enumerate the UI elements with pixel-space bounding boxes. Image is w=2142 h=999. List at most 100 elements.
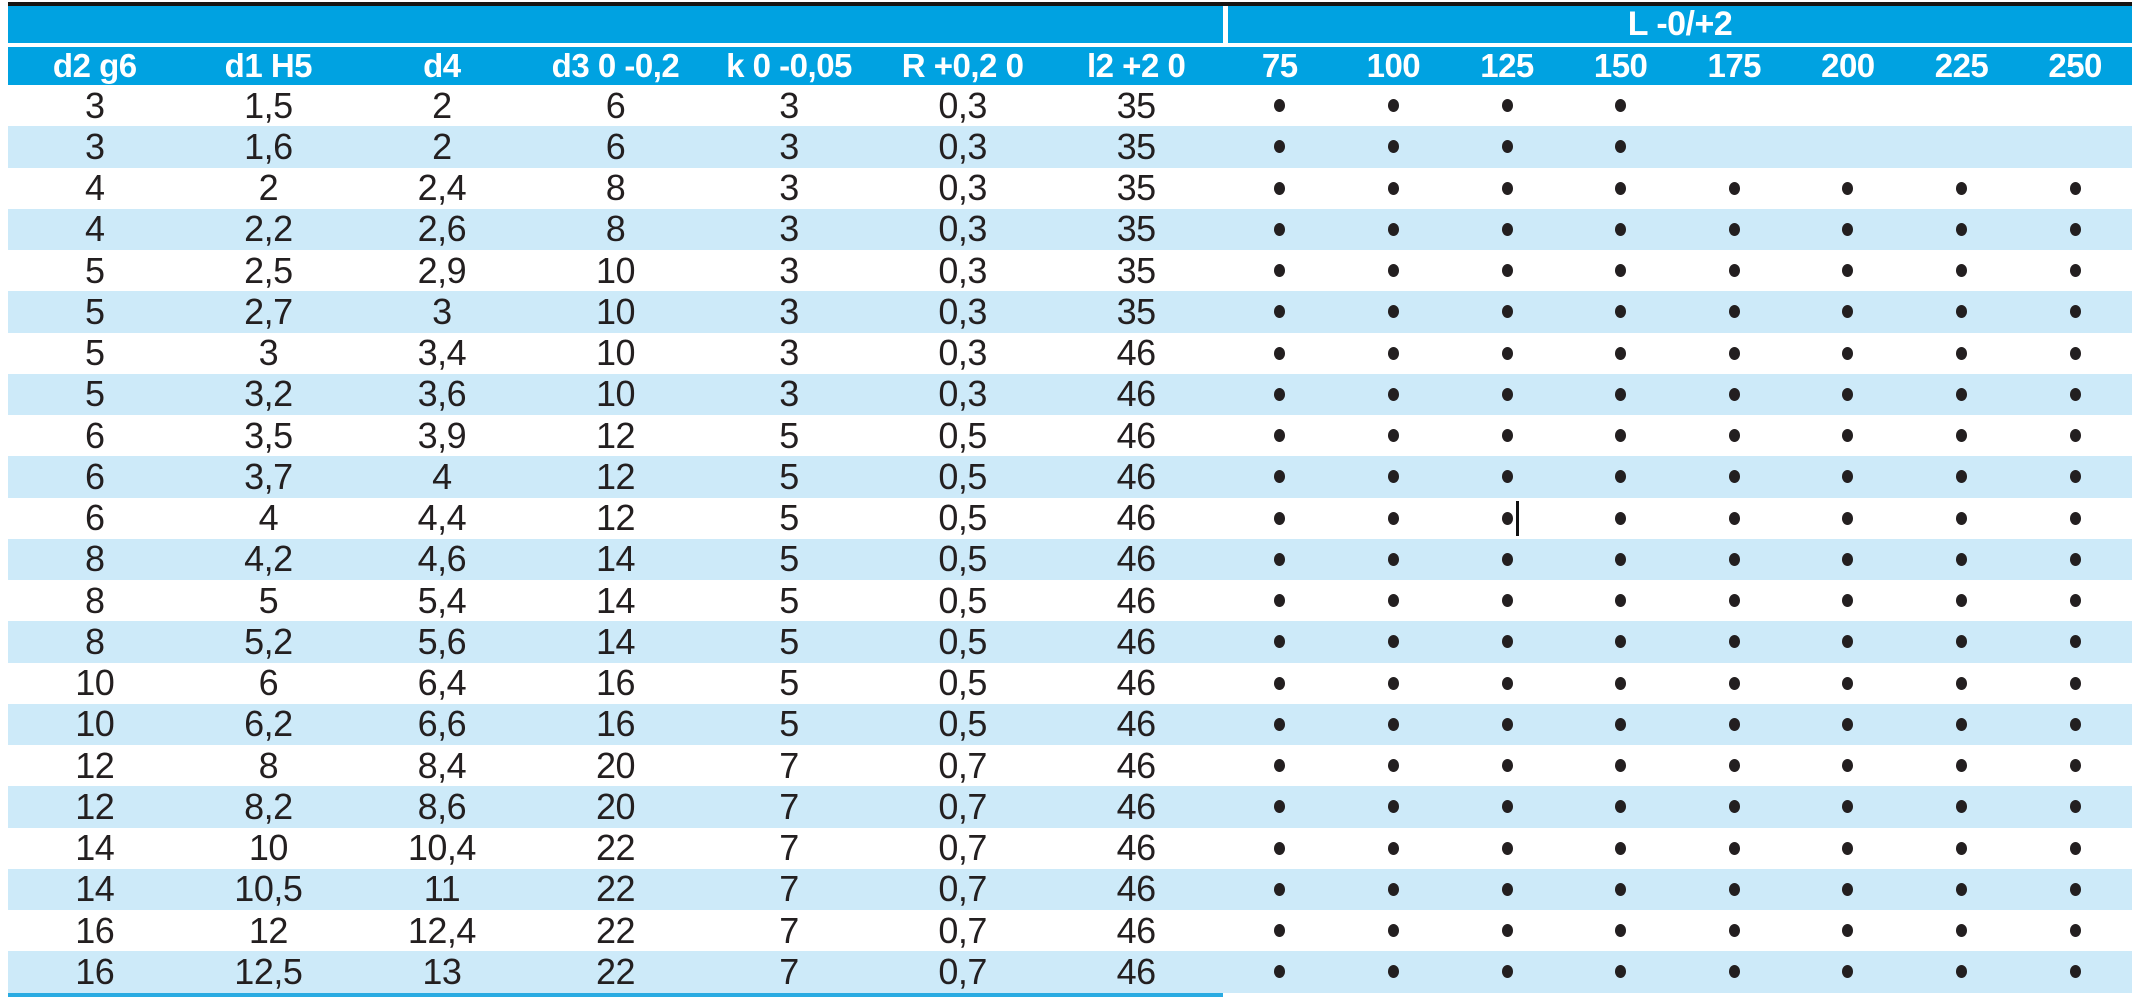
availability-cell-75 — [1223, 126, 1337, 167]
availability-cell-125 — [1450, 704, 1564, 745]
availability-cell-225 — [1905, 250, 2019, 291]
availability-dot — [1842, 759, 1854, 773]
availability-cell-175 — [1677, 333, 1791, 374]
availability-dot — [1387, 841, 1399, 855]
table-row: 12 8,2 8,6 20 7 0,7 46 — [8, 785, 2132, 828]
spec-cell-k: 3 — [779, 332, 799, 374]
spec-cell-l2: 46 — [1116, 620, 1157, 662]
availability-cell-225 — [1905, 209, 2019, 250]
spec-cell-R: 0,5 — [938, 620, 987, 662]
availability-dot — [1728, 264, 1740, 278]
availability-cell-75 — [1223, 704, 1337, 745]
availability-dot — [1387, 305, 1399, 319]
spec-cell-d2_g6: 4 — [85, 208, 105, 250]
spec-cell-d2_g6: 8 — [85, 579, 105, 621]
spec-cell-l2: 46 — [1116, 785, 1157, 827]
spec-cell-d1_H5: 6 — [258, 662, 279, 704]
spec-cell-R: 0,3 — [938, 290, 987, 332]
availability-dot — [1956, 387, 1967, 401]
spec-cell-R: 0,3 — [938, 84, 987, 126]
spec-cell-k: 3 — [779, 167, 799, 209]
availability-cell-175 — [1677, 704, 1791, 745]
spec-cell-R: 0,5 — [938, 579, 987, 621]
spec-cell-k: 7 — [779, 744, 799, 786]
table-row: 6 4 4,4 12 5 0,5 46 — [8, 497, 2132, 539]
availability-dot — [1387, 635, 1399, 649]
spec-cell-R: 0,5 — [938, 414, 987, 456]
table-row: 14 10,5 11 22 7 0,7 46 — [8, 868, 2132, 910]
availability-dot — [1501, 552, 1513, 566]
availability-cell-250 — [2018, 456, 2132, 497]
availability-dot — [1387, 552, 1399, 566]
spec-cell-k: 3 — [779, 290, 799, 332]
availability-dot — [1615, 594, 1627, 608]
availability-cell-200 — [1791, 250, 1905, 291]
availability-cell-200 — [1791, 539, 1905, 580]
spec-cell-R: 0,3 — [938, 249, 987, 291]
header-group-left-spacer — [8, 6, 1223, 43]
availability-dot — [1387, 511, 1399, 525]
spec-cell-R: 0,7 — [938, 744, 987, 786]
availability-dot — [1274, 924, 1286, 938]
availability-dot — [1387, 181, 1399, 195]
availability-dot — [1956, 470, 1967, 484]
availability-dot — [1274, 305, 1286, 319]
availability-cell-175 — [1677, 168, 1791, 209]
availability-dot — [1615, 717, 1627, 731]
availability-dot — [1501, 635, 1513, 649]
spec-cell-d3: 20 — [595, 744, 636, 786]
availability-cell-75 — [1223, 209, 1337, 250]
availability-dot — [1728, 635, 1740, 649]
spec-cell-d1_H5: 3,5 — [244, 414, 293, 456]
availability-cell-100 — [1337, 910, 1451, 951]
availability-cell-225 — [1905, 869, 2019, 910]
spec-cell-R: 0,3 — [938, 373, 987, 415]
availability-cell-150 — [1564, 85, 1678, 126]
availability-dot — [2069, 429, 2081, 443]
availability-cell-225 — [1905, 291, 2019, 332]
spec-cell-l2: 46 — [1116, 497, 1157, 539]
availability-cell-250 — [2018, 168, 2132, 209]
availability-cell-125 — [1450, 291, 1564, 332]
spec-cell-d3: 14 — [595, 620, 636, 662]
availability-cell-175 — [1677, 869, 1791, 910]
availability-cell-175 — [1677, 126, 1791, 167]
availability-dot — [1615, 552, 1627, 566]
availability-cell-100 — [1337, 85, 1451, 126]
availability-cell-100 — [1337, 704, 1451, 745]
availability-cell-75 — [1223, 456, 1337, 497]
spec-cell-R: 0,3 — [938, 167, 987, 209]
stray-cursor-line — [1516, 500, 1519, 536]
availability-dot — [1615, 264, 1627, 278]
availability-dot — [1274, 800, 1286, 814]
availability-cell-75 — [1223, 828, 1337, 869]
availability-dot — [1501, 759, 1513, 773]
availability-cell-75 — [1223, 291, 1337, 332]
spec-cell-d2_g6: 4 — [85, 167, 105, 209]
spec-cell-d4: 3,9 — [417, 414, 467, 456]
availability-dot — [1387, 717, 1399, 731]
availability-cell-150 — [1564, 786, 1678, 827]
availability-dot — [2069, 635, 2081, 649]
spec-cell-l2: 35 — [1116, 249, 1157, 291]
availability-dot — [1728, 305, 1740, 319]
spec-cell-d1_H5: 1,5 — [244, 84, 293, 126]
availability-dot — [1274, 140, 1286, 154]
availability-dot — [1842, 511, 1854, 525]
availability-cell-75 — [1223, 168, 1337, 209]
spec-cell-d3: 16 — [595, 662, 636, 704]
availability-dot — [1956, 800, 1967, 814]
availability-cell-150 — [1564, 869, 1678, 910]
availability-dot — [1501, 470, 1513, 484]
spec-cell-d4: 3 — [432, 290, 452, 332]
availability-cell-175 — [1677, 828, 1791, 869]
availability-dot — [1842, 429, 1854, 443]
table-row: 4 2,2 2,6 8 3 0,3 35 — [8, 208, 2132, 250]
availability-dot — [2069, 594, 2081, 608]
availability-dot — [1274, 264, 1286, 278]
availability-cell-225 — [1905, 580, 2019, 621]
spec-cell-d1_H5: 6,2 — [244, 703, 293, 745]
table-row: 6 3,5 3,9 12 5 0,5 46 — [8, 414, 2132, 457]
availability-dot — [2069, 841, 2081, 855]
availability-cell-150 — [1564, 539, 1678, 580]
